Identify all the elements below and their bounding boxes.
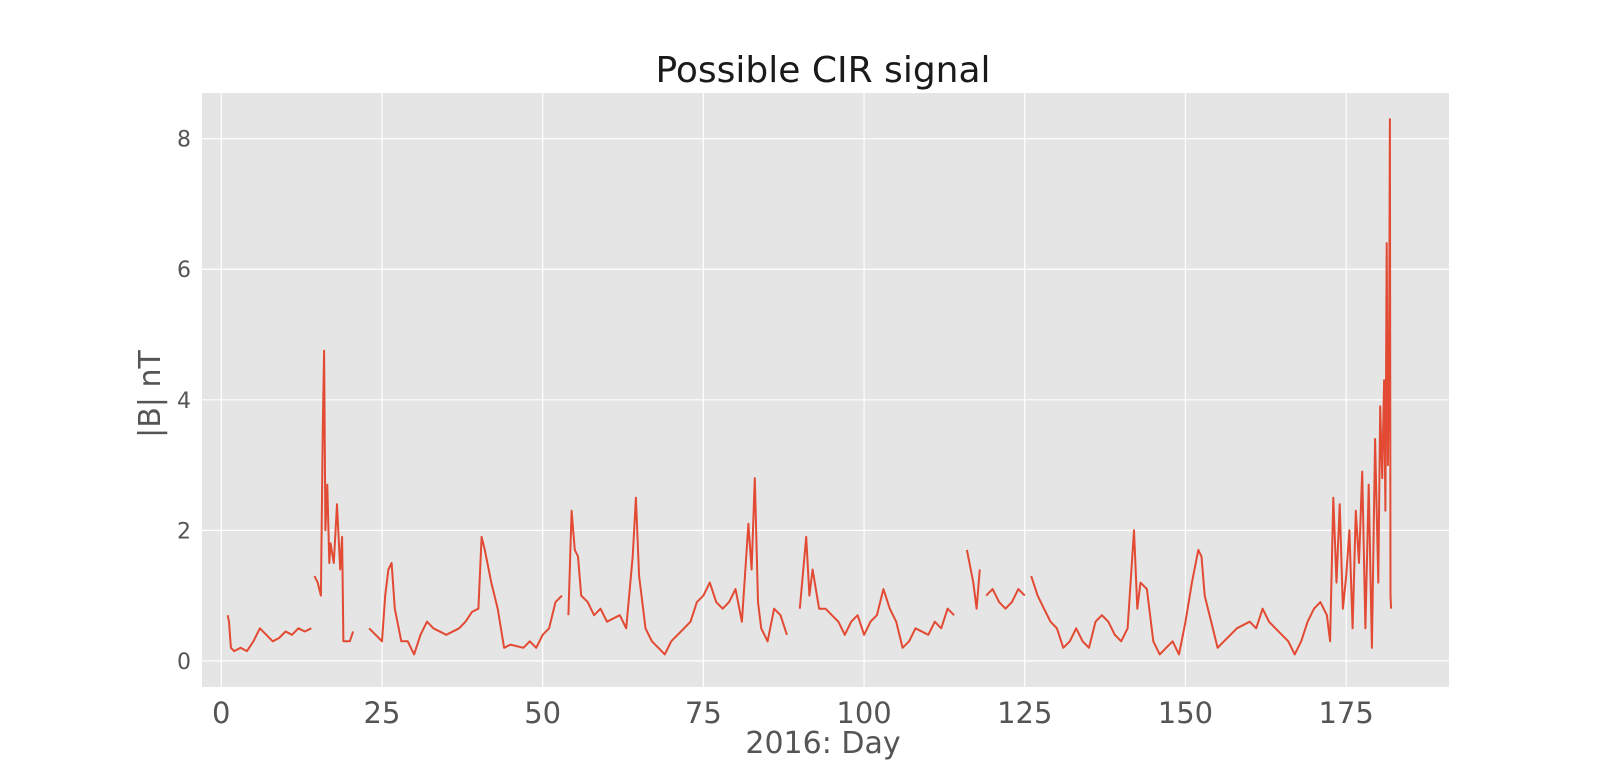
x-tick-label: 25: [364, 696, 401, 730]
y-tick-label: 0: [177, 650, 191, 675]
x-tick-label: 100: [836, 696, 891, 730]
series-line-segment: [368, 535, 563, 656]
x-tick-labels: 0 25 50 75 100 125 150 175: [212, 696, 1374, 730]
series-line-segment: [567, 477, 788, 656]
y-tick-label: 6: [177, 258, 191, 283]
chart-title: Possible CIR signal: [655, 50, 990, 91]
series-line-segment: [965, 549, 981, 610]
x-tick-label: 175: [1318, 696, 1373, 730]
y-tick-label: 4: [177, 389, 191, 414]
y-tick-labels: 0 2 4 6 8: [177, 128, 191, 675]
x-tick-label: 125: [997, 696, 1052, 730]
series-line-group: [226, 118, 1393, 656]
x-tick-label: 75: [685, 696, 722, 730]
grid: [202, 93, 1449, 687]
series-line-segment: [985, 588, 1026, 610]
y-tick-label: 2: [177, 519, 191, 544]
series-line-segment: [798, 535, 955, 649]
y-tick-label: 8: [177, 128, 191, 153]
x-axis-label: 2016: Day: [745, 726, 900, 761]
plot-area: [202, 93, 1449, 687]
series-line-segment: [226, 615, 312, 653]
y-axis-label: |B| nT: [133, 349, 168, 437]
x-tick-label: 0: [212, 696, 230, 730]
x-tick-label: 50: [524, 696, 561, 730]
x-tick-label: 150: [1158, 696, 1213, 730]
series-line-segment: [313, 349, 355, 643]
series-line-segment: [1030, 118, 1393, 656]
